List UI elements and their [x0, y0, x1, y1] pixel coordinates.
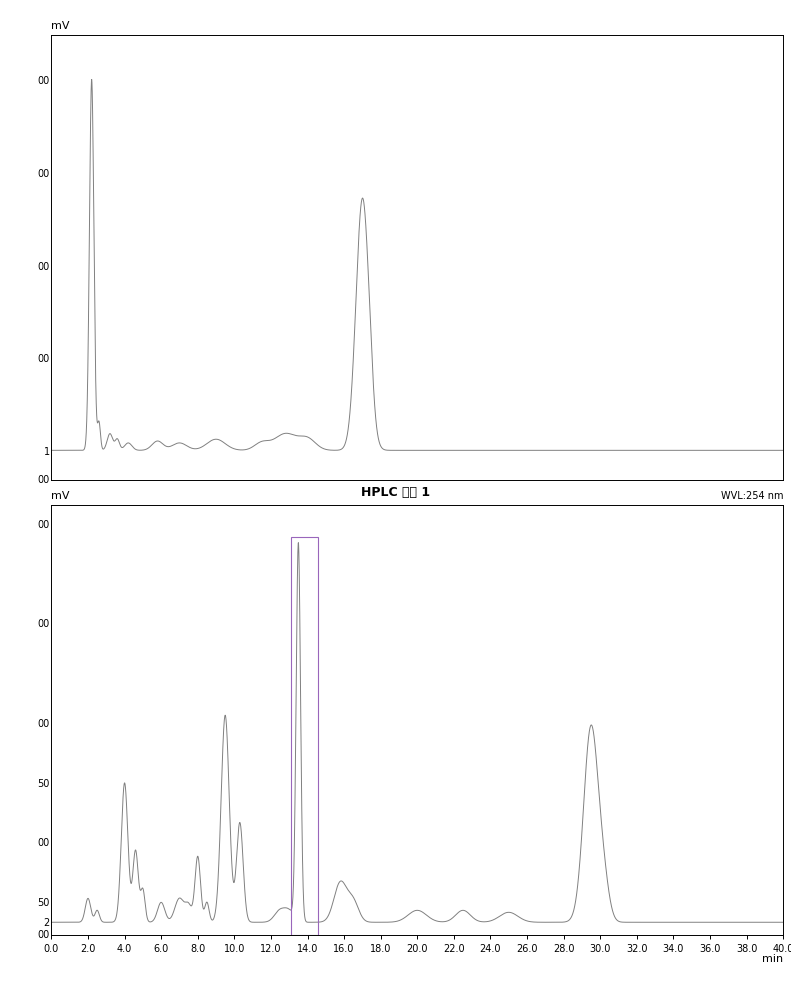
Text: 1: 1 — [44, 447, 50, 457]
Text: 2: 2 — [44, 918, 50, 928]
Text: RAD: RAD — [755, 12, 779, 22]
Text: 00: 00 — [38, 719, 50, 729]
Text: 00: 00 — [38, 838, 50, 848]
Text: mV: mV — [51, 21, 69, 31]
Text: 50: 50 — [38, 898, 50, 908]
Text: 00: 00 — [38, 930, 50, 940]
Text: HPLC 纯化 1: HPLC 纯化 1 — [361, 10, 430, 23]
Text: 00: 00 — [38, 475, 50, 485]
Text: WVL:254 nm: WVL:254 nm — [721, 491, 783, 501]
Text: HPLC 纯化 1: HPLC 纯化 1 — [361, 486, 430, 499]
Text: 2 - UKLC148 PBR 08(: 2 - UKLC148 PBR 08( — [55, 488, 177, 497]
Text: 1 - UKLC148 PBR 08(: 1 - UKLC148 PBR 08( — [55, 12, 177, 22]
Text: 00: 00 — [38, 354, 50, 364]
Text: 00: 00 — [38, 76, 50, 86]
Text: 00: 00 — [38, 520, 50, 530]
Bar — [291, 537, 319, 935]
Text: mV: mV — [51, 491, 69, 501]
Text: 00: 00 — [38, 169, 50, 179]
Text: 00: 00 — [38, 262, 50, 272]
Text: 50: 50 — [38, 779, 50, 789]
Text: 00: 00 — [38, 619, 50, 629]
Text: min: min — [762, 954, 783, 964]
Text: UV_: UV_ — [758, 487, 779, 498]
